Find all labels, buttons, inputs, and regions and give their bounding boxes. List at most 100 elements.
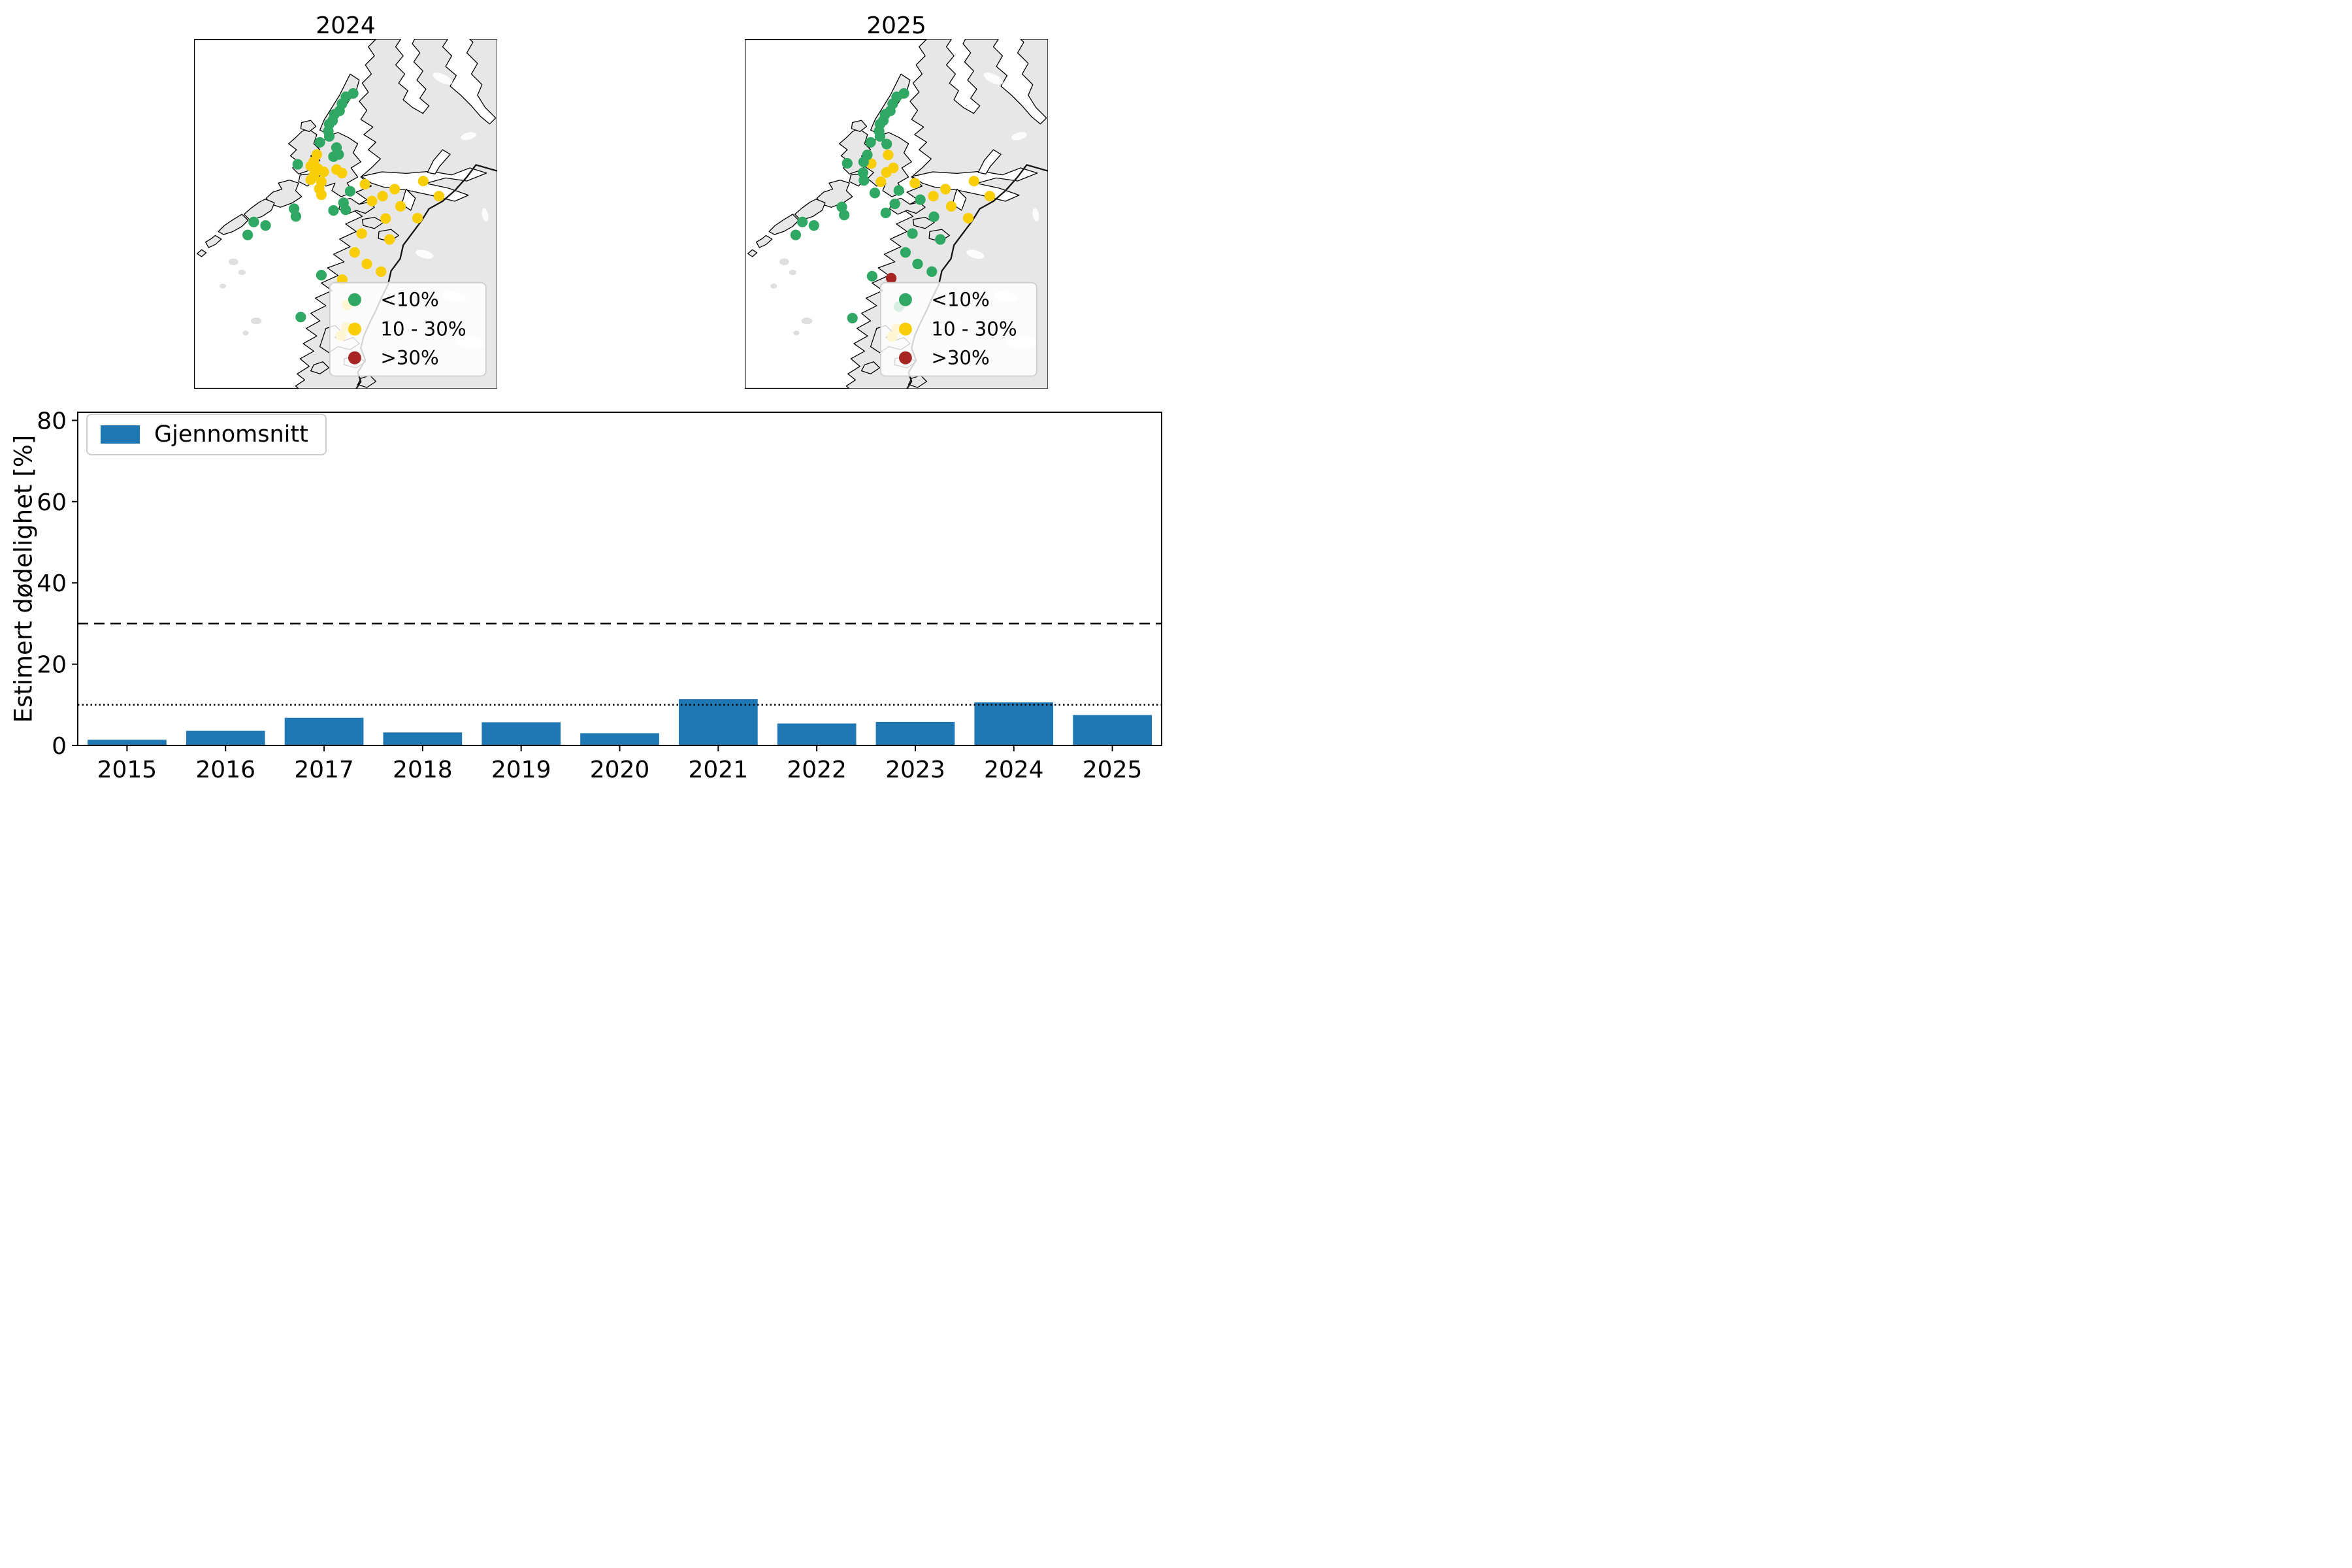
- station-dot-g: [893, 185, 904, 196]
- bar-2016: [186, 730, 265, 745]
- station-dot-g: [295, 312, 306, 323]
- x-tick-label: 2015: [97, 757, 157, 783]
- x-tick-label: 2021: [689, 757, 749, 783]
- y-tick-label: 40: [37, 570, 67, 597]
- station-dot-y: [380, 213, 391, 224]
- bar-2022: [777, 723, 857, 745]
- station-dot-g: [314, 137, 325, 148]
- station-dot-g: [344, 186, 356, 197]
- station-dot-g: [926, 266, 938, 277]
- map-legend-label: >30%: [380, 347, 438, 369]
- map-legend-label: 10 - 30%: [931, 318, 1017, 340]
- station-dot-g: [907, 228, 918, 239]
- station-dot-g: [328, 151, 339, 162]
- map-legend-box: [879, 282, 1037, 377]
- station-dot-y: [881, 167, 892, 178]
- x-tick-label: 2023: [885, 757, 945, 783]
- station-dot-y: [361, 258, 372, 270]
- station-dot-y: [984, 191, 996, 202]
- station-dot-g: [881, 139, 892, 150]
- station-dot-y: [367, 195, 378, 206]
- station-dot-g: [323, 131, 335, 142]
- station-dot-g: [797, 216, 808, 227]
- map-panel-2024: 2024 <10% 10 - 30% >30%: [194, 13, 497, 389]
- station-dot-y: [377, 191, 388, 202]
- plot-frame: [77, 412, 1162, 746]
- station-dot-y: [349, 247, 361, 258]
- map-2025: <10% 10 - 30% >30%: [745, 39, 1048, 389]
- station-dot-g: [260, 220, 271, 231]
- station-dot-g: [340, 204, 351, 216]
- station-dot-r: [885, 272, 897, 284]
- station-dot-y: [962, 212, 974, 224]
- station-dot-g: [874, 131, 886, 142]
- y-tick-label: 60: [37, 489, 67, 516]
- station-dot-g: [847, 312, 858, 324]
- map-legend-dot-y: [348, 322, 361, 336]
- station-dot-y: [945, 201, 957, 212]
- station-dot-g: [808, 220, 819, 231]
- y-tick-label: 80: [37, 408, 67, 434]
- station-dot-y: [875, 176, 887, 188]
- station-dot-y: [316, 189, 327, 201]
- station-dot-y: [356, 228, 367, 239]
- station-dot-g: [839, 210, 850, 221]
- map-2024: <10% 10 - 30% >30%: [194, 39, 497, 389]
- station-dot-y: [336, 167, 348, 179]
- station-dot-g: [292, 159, 303, 170]
- bar-2015: [88, 740, 167, 745]
- station-dot-y: [968, 176, 979, 187]
- bar-2018: [383, 732, 463, 745]
- x-tick-label: 2016: [195, 757, 255, 783]
- station-dot-y: [412, 212, 423, 224]
- map-title-2025: 2025: [866, 12, 926, 39]
- map-legend-label: <10%: [931, 289, 989, 311]
- figure: 2024 <10% 10 - 30% >30% 2025 <10% 10 - 30% >…: [0, 0, 1176, 784]
- bar-2019: [482, 722, 561, 745]
- map-legend-label: 10 - 30%: [380, 318, 466, 340]
- map-panel-2025: 2025 <10% 10 - 30% >30%: [745, 13, 1048, 389]
- station-dot-g: [242, 229, 253, 240]
- station-dot-g: [790, 229, 802, 240]
- station-dot-y: [883, 149, 894, 161]
- chart-legend: Gjennomsnitt: [86, 414, 327, 455]
- station-dot-g: [836, 201, 847, 212]
- station-dot-y: [433, 191, 445, 202]
- map-title-2024: 2024: [316, 12, 376, 39]
- y-tick-label: 20: [37, 652, 67, 679]
- station-dot-g: [900, 247, 911, 258]
- map-legend-dot-y: [898, 322, 912, 336]
- y-tick-label: 0: [52, 733, 67, 760]
- map-legend-dot-g: [898, 293, 912, 306]
- bar-2023: [875, 721, 955, 745]
- map-legend-box: [329, 282, 487, 377]
- map-legend-label: >30%: [931, 347, 989, 369]
- station-dot-g: [857, 167, 869, 178]
- x-tick-label: 2025: [1083, 757, 1143, 783]
- bar-2017: [284, 717, 364, 745]
- map-legend-dot-g: [348, 293, 361, 306]
- station-dot-g: [858, 175, 870, 186]
- x-tick-label: 2019: [491, 757, 551, 783]
- legend-swatch: [101, 425, 140, 444]
- station-dot-y: [359, 178, 370, 190]
- station-dot-g: [889, 198, 900, 210]
- station-dot-g: [316, 269, 327, 281]
- bar-2025: [1073, 715, 1152, 745]
- station-dot-g: [912, 258, 923, 270]
- station-dot-y: [928, 191, 939, 202]
- station-dot-y: [305, 174, 316, 186]
- station-dot-g: [935, 234, 946, 245]
- map-legend-dot-r: [898, 351, 912, 365]
- station-dot-g: [915, 194, 926, 205]
- station-dot-g: [328, 205, 339, 216]
- station-dot-g: [248, 216, 259, 227]
- x-tick-label: 2024: [984, 757, 1044, 783]
- station-dot-y: [909, 178, 921, 189]
- station-dot-y: [318, 167, 329, 178]
- x-tick-label: 2020: [590, 757, 650, 783]
- station-dot-g: [290, 211, 302, 222]
- station-dot-y: [389, 184, 400, 195]
- station-dot-y: [940, 184, 951, 195]
- x-tick-label: 2017: [294, 757, 354, 783]
